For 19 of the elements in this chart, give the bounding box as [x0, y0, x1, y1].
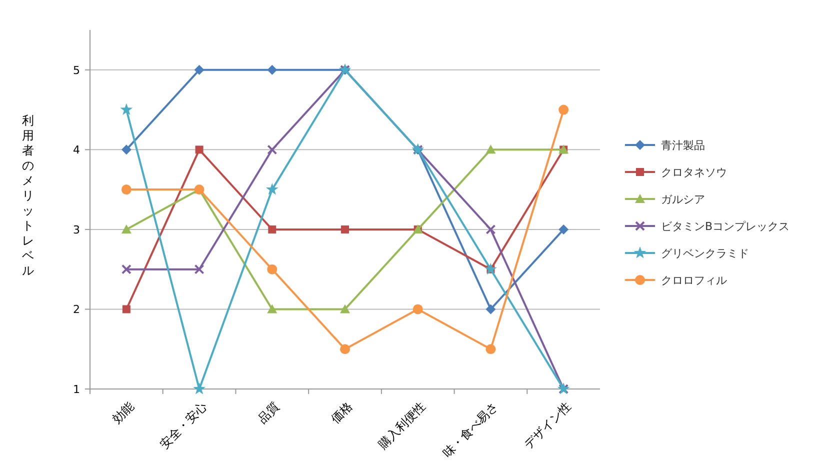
- legend-label: ビタミンBコンプレックス: [661, 220, 790, 233]
- y-tick-label: 1: [73, 383, 80, 396]
- x-tick-label: 安全・安心: [157, 399, 210, 452]
- x-tick-label: 価格: [328, 399, 356, 426]
- legend-label: クロタネソウ: [661, 166, 727, 179]
- x-tick-label: 品質: [255, 399, 282, 426]
- y-tick-label: 5: [73, 64, 80, 77]
- y-tick-label: 2: [73, 303, 80, 316]
- legend-label: クロロフィル: [661, 274, 727, 287]
- x-tick-label: 味・食べ易さ: [440, 399, 501, 460]
- y-tick-label: 3: [73, 223, 80, 236]
- legend-label: 青汁製品: [661, 139, 705, 152]
- text: 利用者のメリットレベル: [22, 114, 34, 278]
- x-tick-label: デザイン性: [521, 399, 574, 452]
- legend-label: グリベンクラミド: [661, 247, 749, 260]
- x-tick-label: 購入利便性: [376, 399, 428, 452]
- legend-label: ガルシア: [661, 193, 705, 206]
- x-tick-label: 効能: [110, 399, 137, 426]
- y-tick-label: 4: [73, 144, 80, 157]
